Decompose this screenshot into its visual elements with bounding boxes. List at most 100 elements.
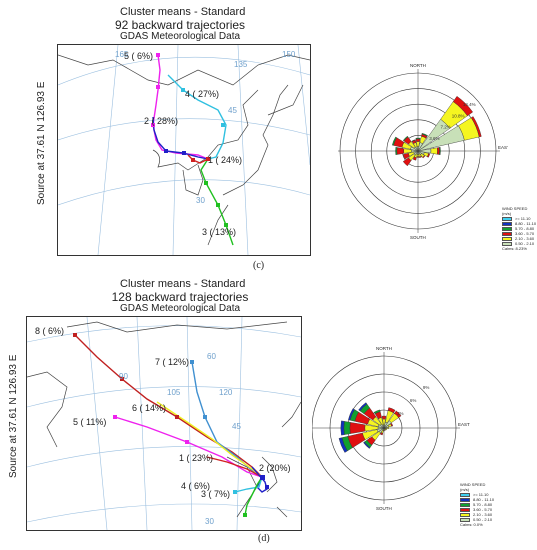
legend-swatch	[460, 502, 470, 507]
cluster-c-5-label: 5 ( 6%)	[124, 51, 153, 61]
legend-d-rows: >= 11.10 8.80 - 11.10 5.70 - 8.80 3.60 - 5.…	[460, 492, 510, 522]
rose-wedge-nne	[387, 407, 396, 414]
panel-c-map-svg: 165 135 150 45 30 5 ( 6%) 4 ( 27%) 2 ( 2…	[58, 45, 310, 255]
rose-wedge-wnw	[391, 136, 397, 146]
cluster-d-3-label: 3 ( 7%)	[201, 489, 230, 499]
legend-label: 2.10 - 3.60	[515, 236, 535, 241]
geo-c-165: 165	[115, 50, 129, 59]
rose-wedge-ne	[394, 410, 402, 418]
cluster-d-6-label: 6 ( 14%)	[132, 403, 166, 413]
geo-c-30: 30	[196, 196, 205, 205]
panel-d-title: Cluster means - Standard	[120, 278, 246, 290]
legend-label: 5.70 - 8.80	[473, 502, 493, 507]
traj-d-1	[206, 456, 263, 478]
rose-dir-south: SOUTH	[376, 506, 392, 511]
rose-wedge-ssw	[412, 156, 417, 161]
rose-wedge-ene	[470, 116, 482, 138]
panel-d-map-svg: 60 90 105 120 45 30 8 ( 6%) 7 ( 12%) 6 (…	[27, 317, 301, 530]
rose-wedge-ne	[452, 95, 474, 117]
geo-c-45: 45	[228, 106, 237, 115]
panel-d-rose-svg: NORTHEASTSOUTHWEST9%6%3%	[290, 346, 470, 511]
geo-c-135: 135	[234, 60, 248, 69]
geo-d-30: 30	[205, 517, 214, 526]
rose-wedge-e	[386, 426, 389, 430]
rose-ring-label: 14.4%	[463, 102, 476, 107]
legend-row: 3.60 - 5.70	[502, 231, 537, 236]
legend-row: 2.10 - 3.60	[460, 512, 510, 517]
panel-d-subtitle: 128 backward trajectories	[111, 290, 249, 304]
panel-c-source-label: Source at 37.61 N 126.93 E	[36, 81, 47, 205]
rose-wedge-se	[422, 155, 426, 159]
legend-row: 0.50 - 2.10	[502, 241, 537, 246]
cluster-d-2-label: 2 (20%)	[259, 463, 291, 473]
panel-d-map: 60 90 105 120 45 30 8 ( 6%) 7 ( 12%) 6 (…	[26, 316, 302, 531]
traj-d-6	[156, 401, 263, 478]
rose-dir-south: SOUTH	[410, 235, 426, 240]
rose-wedge-sw	[402, 157, 412, 167]
rose-wedge-n	[415, 137, 421, 140]
rose-wedge-e	[439, 147, 441, 155]
rose-wedge-wnw	[348, 408, 355, 421]
legend-row: 3.60 - 5.70	[460, 507, 510, 512]
panel-d-wind-rose: NORTHEASTSOUTHWEST9%6%3%	[290, 346, 472, 521]
traj-c-3	[200, 158, 234, 246]
rose-wedge-wsw	[402, 152, 410, 160]
rose-wedge-nne	[421, 133, 428, 137]
legend-d-title: WIND SPEED	[460, 482, 486, 487]
rose-wedge-w	[395, 147, 398, 155]
panel-c-rose-legend: WIND SPEED (m/s) >= 11.10 8.80 - 11.10 5.7…	[502, 206, 537, 251]
traj-d-4	[234, 476, 263, 493]
legend-swatch	[460, 517, 470, 522]
legend-label: 3.60 - 5.70	[515, 231, 535, 236]
legend-label: >= 11.10	[515, 216, 531, 221]
rose-wedge-nw	[402, 135, 409, 142]
panel-c-title: Cluster means - Standard	[120, 6, 246, 18]
rose-wedge-ene	[390, 422, 394, 427]
legend-label: >= 11.10	[473, 492, 489, 497]
rose-wedge-sw	[363, 441, 371, 449]
panel-d-graticule	[27, 317, 301, 530]
legend-swatch	[502, 221, 512, 226]
panel-c-subtitle: 92 backward trajectories	[114, 18, 246, 32]
rose-ring-label: 3%	[397, 411, 404, 416]
geo-d-45: 45	[232, 422, 241, 431]
rose-wedge-nnw	[411, 139, 416, 142]
legend-row: 8.80 - 11.10	[460, 497, 510, 502]
panel-d-rose-legend: WIND SPEED (m/s) >= 11.10 8.80 - 11.10 5.7…	[460, 482, 510, 527]
legend-label: 0.50 - 2.10	[473, 517, 493, 522]
geo-d-90: 90	[119, 372, 128, 381]
cluster-c-2-label: 2 ( 28%)	[144, 116, 178, 126]
cluster-c-1-label: 1 ( 24%)	[208, 155, 242, 165]
panel-d-caption: (d)	[258, 533, 270, 544]
cluster-d-7-label: 7 ( 12%)	[155, 357, 189, 367]
legend-swatch	[460, 512, 470, 517]
legend-c-title: WIND SPEED	[502, 206, 528, 211]
legend-swatch	[502, 236, 512, 241]
cluster-c-4-label: 4 ( 27%)	[185, 89, 219, 99]
panel-c-coastlines	[58, 54, 310, 246]
legend-row: >= 11.10	[460, 492, 510, 497]
legend-label: 8.80 - 11.10	[515, 221, 537, 226]
rose-wedge-e	[436, 147, 440, 155]
rose-wedge-nw	[358, 402, 368, 412]
traj-c-1	[187, 154, 209, 164]
rose-ring-label: 6%	[410, 398, 417, 403]
cluster-d-5-label: 5 ( 11%)	[73, 417, 106, 427]
legend-swatch	[502, 231, 512, 236]
rose-wedge-s	[416, 156, 420, 158]
rose-wedge-w	[340, 420, 345, 436]
cluster-d-1-label: 1 ( 23%)	[179, 453, 213, 463]
rose-wedge-ese	[426, 153, 431, 158]
legend-c-unit: (m/s)	[502, 211, 512, 216]
rose-ring-label: 9%	[423, 385, 430, 390]
panel-c-wind-rose: NORTHEASTSOUTHWEST14.4%10.8%7.2%3.6%	[318, 56, 510, 251]
legend-row: 8.80 - 11.10	[502, 221, 537, 226]
legend-swatch	[460, 497, 470, 502]
legend-c-calms: Calms: 8.23%	[502, 246, 527, 251]
legend-d-unit: (m/s)	[460, 487, 470, 492]
rose-wedge-sse	[419, 155, 422, 158]
cluster-d-8-label: 8 ( 6%)	[35, 326, 64, 336]
panel-d-source-label: Source at 37.61 N 126.93 E	[8, 354, 19, 478]
rose-dir-east: EAST	[458, 422, 470, 427]
rose-wedge-s	[383, 430, 385, 432]
